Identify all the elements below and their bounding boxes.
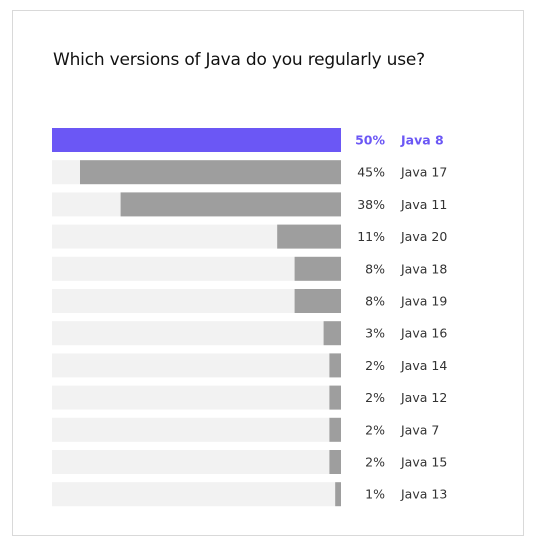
bar <box>329 450 341 474</box>
bar <box>329 353 341 378</box>
value-label: 8% <box>365 294 385 309</box>
bar-row: 45% Java 17 <box>52 160 447 185</box>
value-label: 45% <box>357 165 385 180</box>
bar <box>323 321 341 346</box>
bar-track <box>52 450 341 474</box>
value-label: 2% <box>365 390 385 405</box>
category-label: Java 7 <box>400 422 439 437</box>
bar-row: 50% Java 8 <box>52 128 444 152</box>
bar <box>52 128 341 152</box>
category-label: Java 8 <box>400 133 444 148</box>
bar-row: 8% Java 18 <box>52 256 447 281</box>
bar <box>294 289 341 313</box>
bar <box>277 224 341 249</box>
bar-track <box>52 321 341 346</box>
bar-row: 2% Java 12 <box>52 385 447 410</box>
value-label: 8% <box>365 261 385 276</box>
category-label: Java 14 <box>400 358 447 373</box>
bar-row: 38% Java 11 <box>52 192 447 217</box>
bar-row: 1% Java 13 <box>52 482 447 507</box>
bar-row: 2% Java 14 <box>52 353 447 378</box>
chart-title: Which versions of Java do you regularly … <box>53 50 425 70</box>
category-label: Java 19 <box>400 294 447 309</box>
bar-track <box>52 289 341 313</box>
value-label: 38% <box>357 197 385 212</box>
bar <box>80 160 341 185</box>
category-label: Java 20 <box>400 229 447 244</box>
category-label: Java 12 <box>400 390 447 405</box>
bar-row: 2% Java 15 <box>52 450 447 474</box>
value-label: 2% <box>365 455 385 470</box>
category-label: Java 17 <box>400 165 447 180</box>
bar-row: 11% Java 20 <box>52 224 447 249</box>
bar <box>335 482 341 507</box>
bar <box>329 385 341 410</box>
value-label: 11% <box>357 229 385 244</box>
value-label: 3% <box>365 326 385 341</box>
value-label: 2% <box>365 358 385 373</box>
category-label: Java 13 <box>400 487 447 502</box>
bar-track <box>52 482 341 507</box>
bar-row: 2% Java 7 <box>52 417 439 442</box>
value-label: 50% <box>355 133 385 148</box>
bar-row: 3% Java 16 <box>52 321 447 346</box>
category-label: Java 16 <box>400 326 447 341</box>
bar-track <box>52 256 341 281</box>
bar-track <box>52 417 341 442</box>
category-label: Java 18 <box>400 261 447 276</box>
bar <box>329 417 341 442</box>
bar-track <box>52 385 341 410</box>
value-label: 1% <box>365 487 385 502</box>
bar <box>294 256 341 281</box>
category-label: Java 11 <box>400 197 447 212</box>
bar <box>120 192 341 217</box>
value-label: 2% <box>365 422 385 437</box>
bar-row: 8% Java 19 <box>52 289 447 313</box>
bar-track <box>52 353 341 378</box>
category-label: Java 15 <box>400 455 447 470</box>
